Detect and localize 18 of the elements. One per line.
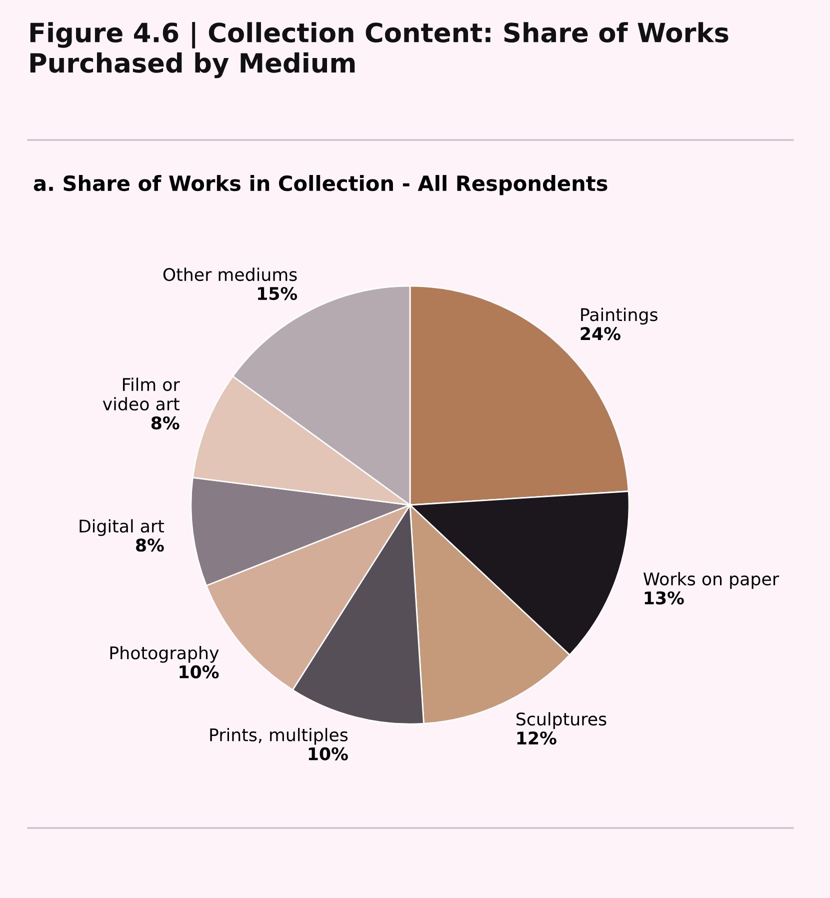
slice-label: Works on paper [643,572,780,589]
data-label: 15% [258,286,298,300]
slice-label: Paintings [581,308,658,325]
slice-label: Prints, multiples [210,728,348,745]
slice-label: Film or video art [102,378,180,411]
data-label: 12% [517,731,556,745]
data-label: 10% [180,665,219,678]
data-label: 8% [136,538,164,552]
slice-label: Digital art [80,519,164,536]
slice-label: Photography [110,646,219,663]
data-label: 13% [644,591,684,604]
data-label: 24% [580,327,620,340]
data-label: 10% [308,747,348,760]
slice-label: Sculptures [516,712,606,729]
slice-label: Other mediums [163,268,297,282]
data-label: 8% [151,416,180,430]
chart-subtitle: a. Share of Works in Collection - All Respondents [34,175,608,196]
chart-title: Figure 4.6 | Collection Content: Share of Works Purchased by Medium [30,22,728,78]
